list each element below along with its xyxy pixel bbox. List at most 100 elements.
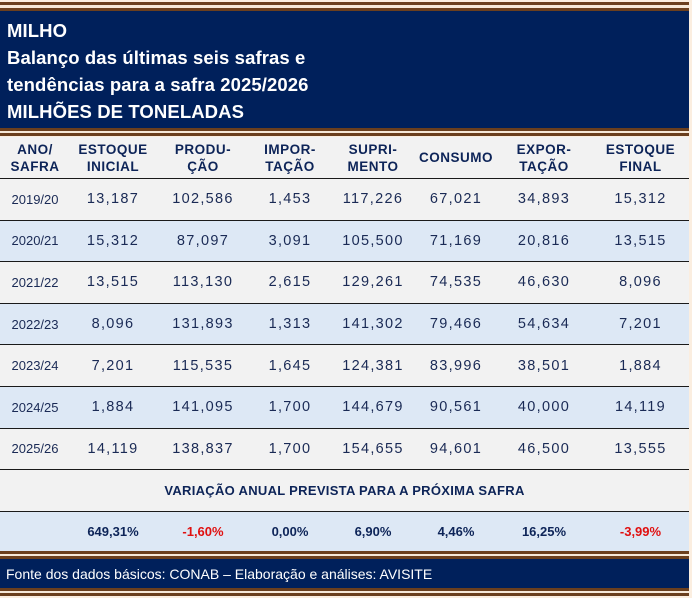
cell-producao: 87,097 bbox=[176, 232, 230, 249]
title-unit: MILHÕES DE TONELADAS bbox=[7, 101, 245, 122]
cell-exportacao: 38,501 bbox=[517, 357, 571, 374]
cell-consumo: 71,169 bbox=[429, 232, 483, 249]
table-row: 2019/20 13,187 102,586 1,453 117,226 67,021 34… bbox=[0, 179, 689, 221]
cell-exportacao: 54,634 bbox=[517, 316, 571, 333]
table-row: 2023/24 7,201 115,535 1,645 124,381 83,996 38,… bbox=[0, 345, 689, 387]
cell-estoque-inicial: 15,312 bbox=[86, 232, 140, 249]
cell-consumo: 79,466 bbox=[429, 316, 483, 333]
cell-estoque-final: 1,884 bbox=[619, 357, 662, 374]
cell-exportacao: 46,630 bbox=[517, 274, 571, 291]
cell-consumo: 83,996 bbox=[429, 357, 483, 374]
header-border-gap bbox=[0, 131, 689, 133]
cell-importacao: 1,700 bbox=[268, 399, 312, 416]
cell-estoque-final: 14,119 bbox=[614, 399, 667, 416]
cell-consumo: 74,535 bbox=[429, 274, 483, 291]
cell-estoque-inicial: 13,515 bbox=[86, 274, 140, 291]
cell-ano-safra: 2022/23 bbox=[11, 316, 59, 332]
cell-consumo: 67,021 bbox=[429, 191, 483, 208]
column-header-ano-safra: ANO/SAFRA bbox=[10, 141, 60, 174]
cell-estoque-inicial: 1,884 bbox=[91, 399, 135, 416]
cell-importacao: 1,453 bbox=[268, 191, 312, 208]
cell-suprimento: 154,655 bbox=[342, 440, 404, 457]
cell-producao: 138,837 bbox=[172, 440, 234, 457]
cell-ano-safra: 2020/21 bbox=[11, 233, 59, 249]
cell-exportacao: 20,816 bbox=[517, 232, 571, 249]
cell-suprimento: 144,679 bbox=[342, 399, 404, 416]
cell-importacao: 1,645 bbox=[268, 357, 312, 374]
variation-value-exportacao: 16,25% bbox=[521, 524, 567, 539]
cell-exportacao: 46,500 bbox=[517, 440, 571, 457]
bottom-border-stripe-2 bbox=[0, 593, 689, 596]
cell-estoque-inicial: 7,201 bbox=[91, 357, 135, 374]
footer-border-stripe bbox=[0, 551, 689, 554]
cell-importacao: 1,313 bbox=[268, 316, 312, 333]
table-row: 2020/21 15,312 87,097 3,091 105,500 71,169 20,… bbox=[0, 220, 689, 263]
cell-producao: 141,095 bbox=[172, 399, 234, 416]
table-row: 2025/26 14,119 138,837 1,700 154,655 94,601 46… bbox=[0, 428, 689, 471]
cell-estoque-final: 8,096 bbox=[619, 274, 662, 291]
variation-value-estoque-final: -3,99% bbox=[619, 524, 662, 539]
title-header: MILHO Balanço das últimas seis safras e … bbox=[0, 11, 689, 128]
column-header-row: ANO/SAFRA ESTOQUE INICIAL PRODU- ÇÃO IMPOR… bbox=[0, 137, 689, 179]
cell-suprimento: 129,261 bbox=[342, 274, 404, 291]
column-header-estoque-final: ESTOQUE FINAL bbox=[605, 141, 676, 174]
table-row: 2021/22 13,515 113,130 2,615 129,261 74,535 46… bbox=[0, 262, 689, 304]
top-border-gap bbox=[0, 5, 689, 8]
cell-ano-safra: 2021/22 bbox=[11, 274, 59, 290]
cell-estoque-final: 15,312 bbox=[614, 191, 667, 208]
variation-value-importacao: 0,00% bbox=[271, 524, 309, 539]
cell-ano-safra: 2019/20 bbox=[11, 191, 59, 207]
cell-producao: 131,893 bbox=[172, 316, 234, 333]
cell-suprimento: 117,226 bbox=[342, 191, 404, 208]
cell-consumo: 94,601 bbox=[429, 440, 483, 457]
column-header-importacao: IMPOR- TAÇÃO bbox=[264, 141, 316, 174]
cell-estoque-final: 7,201 bbox=[619, 316, 662, 333]
cell-estoque-final: 13,555 bbox=[614, 440, 667, 457]
cell-producao: 102,586 bbox=[172, 191, 234, 208]
header-border-stripe bbox=[0, 128, 689, 131]
cell-suprimento: 124,381 bbox=[342, 357, 404, 374]
variation-title-row: VARIAÇÃO ANUAL PREVISTA PARA A PRÓXIMA S… bbox=[0, 470, 689, 512]
cell-estoque-inicial: 14,119 bbox=[87, 440, 139, 457]
cell-exportacao: 40,000 bbox=[517, 399, 571, 416]
cell-importacao: 1,700 bbox=[268, 440, 312, 457]
source-text: Fonte dos dados básicos: CONAB – Elabora… bbox=[6, 565, 433, 582]
cell-importacao: 2,615 bbox=[268, 274, 312, 291]
title-subtitle-1: Balanço das últimas seis safras e bbox=[7, 47, 306, 68]
title-product: MILHO bbox=[7, 20, 68, 41]
variation-value-suprimento: 6,90% bbox=[354, 524, 392, 539]
cell-producao: 113,130 bbox=[172, 274, 234, 291]
bottom-border-gap bbox=[0, 591, 689, 593]
cell-estoque-inicial: 13,187 bbox=[86, 191, 140, 208]
variation-title: VARIAÇÃO ANUAL PREVISTA PARA A PRÓXIMA S… bbox=[164, 483, 525, 498]
column-header-suprimento: SUPRI- MENTO bbox=[347, 141, 399, 174]
column-header-exportacao: EXPOR- TAÇÃO bbox=[516, 141, 572, 174]
cell-producao: 115,535 bbox=[172, 357, 234, 374]
cell-ano-safra: 2024/25 bbox=[11, 399, 59, 415]
cell-ano-safra: 2023/24 bbox=[11, 358, 59, 374]
title-subtitle-2: tendências para a safra 2025/2026 bbox=[7, 74, 309, 95]
cell-importacao: 3,091 bbox=[268, 232, 312, 249]
footer-border-gap bbox=[0, 554, 689, 556]
table-row: 2022/23 8,096 131,893 1,313 141,302 79,466 54,… bbox=[0, 303, 689, 346]
header-border-stripe-2 bbox=[0, 133, 689, 136]
cell-consumo: 90,561 bbox=[429, 399, 483, 416]
variation-value-consumo: 4,46% bbox=[437, 524, 475, 539]
bottom-border-stripe bbox=[0, 588, 689, 591]
footer-border-stripe-2 bbox=[0, 556, 689, 559]
cell-exportacao: 34,893 bbox=[517, 191, 571, 208]
column-header-consumo: CONSUMO bbox=[419, 150, 493, 165]
top-border-stripe bbox=[0, 2, 689, 5]
cell-ano-safra: 2025/26 bbox=[11, 441, 59, 457]
variation-value-estoque-inicial: 649,31% bbox=[87, 524, 139, 539]
cell-estoque-inicial: 8,096 bbox=[91, 316, 135, 333]
table-row: 2024/25 1,884 141,095 1,700 144,679 90,561 40,… bbox=[0, 387, 689, 429]
column-header-producao: PRODU- ÇÃO bbox=[174, 141, 232, 174]
cell-estoque-final: 13,515 bbox=[614, 232, 667, 249]
source-footer: Fonte dos dados básicos: CONAB – Elabora… bbox=[0, 559, 689, 588]
column-header-estoque-inicial: ESTOQUE INICIAL bbox=[78, 141, 148, 174]
variation-value-producao: -1,60% bbox=[182, 524, 224, 539]
variation-values-row: 649,31% -1,60% 0,00% 6,90% 4,46% 16,25% … bbox=[0, 512, 689, 551]
top-border-stripe-2 bbox=[0, 8, 689, 11]
